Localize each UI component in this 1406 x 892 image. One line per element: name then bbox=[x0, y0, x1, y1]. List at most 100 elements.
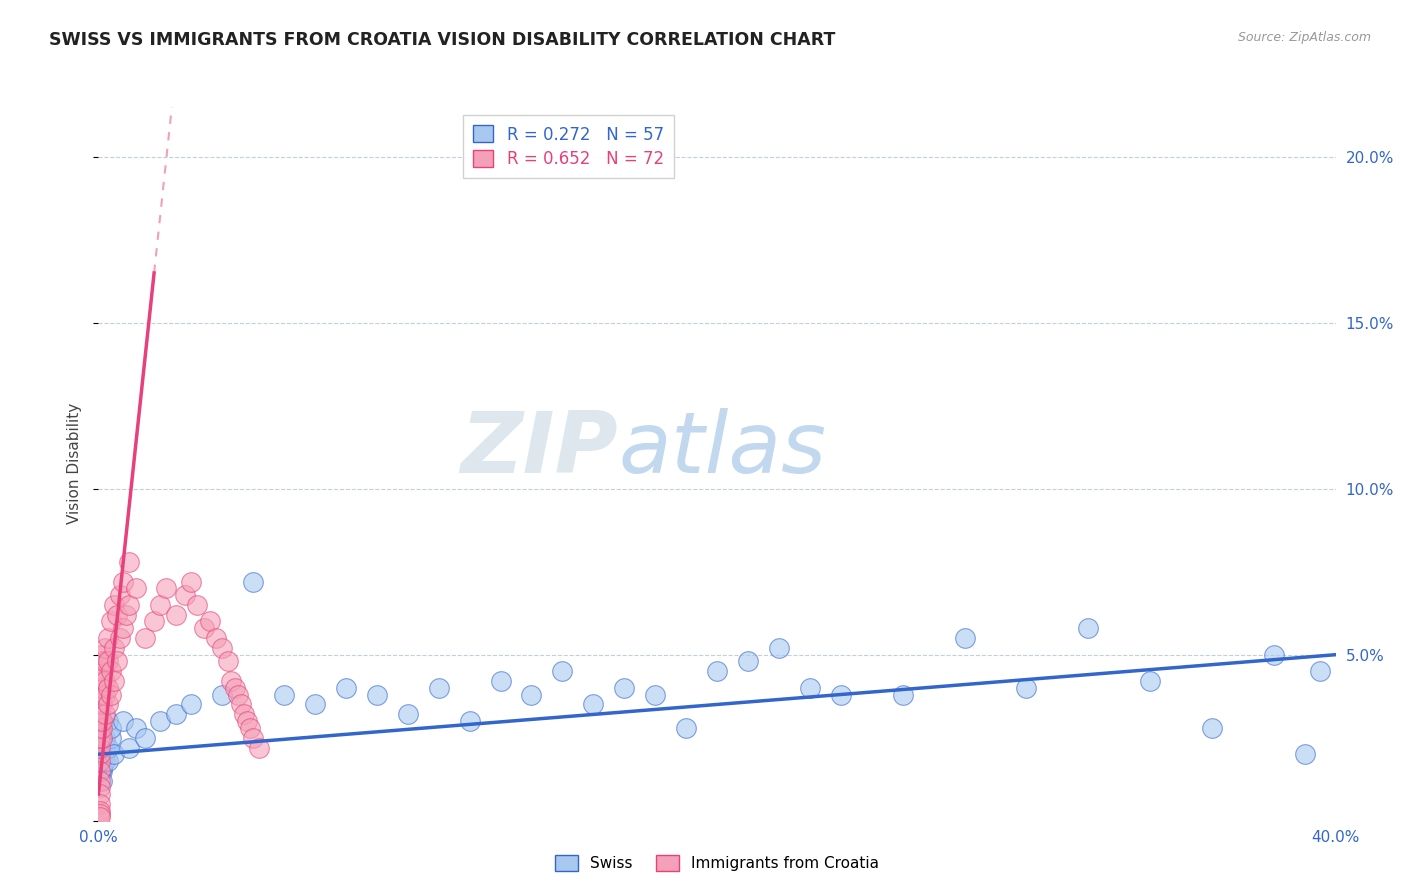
Point bbox=[1139, 674, 1161, 689]
Point bbox=[90, 754, 112, 768]
Point bbox=[89, 797, 111, 811]
Point bbox=[427, 681, 450, 695]
Point bbox=[89, 807, 111, 822]
Legend: Swiss, Immigrants from Croatia: Swiss, Immigrants from Croatia bbox=[550, 849, 884, 877]
Point bbox=[89, 740, 111, 755]
Point bbox=[551, 665, 574, 679]
Point bbox=[93, 674, 115, 689]
Point bbox=[706, 665, 728, 679]
Point bbox=[489, 674, 512, 689]
Point bbox=[93, 688, 115, 702]
Point bbox=[198, 615, 221, 629]
Point bbox=[155, 582, 177, 596]
Point bbox=[89, 780, 111, 795]
Point bbox=[90, 654, 112, 668]
Point bbox=[93, 654, 115, 668]
Point bbox=[90, 721, 112, 735]
Point bbox=[335, 681, 357, 695]
Point bbox=[93, 731, 115, 745]
Point bbox=[89, 810, 111, 824]
Text: SWISS VS IMMIGRANTS FROM CROATIA VISION DISABILITY CORRELATION CHART: SWISS VS IMMIGRANTS FROM CROATIA VISION … bbox=[49, 31, 835, 49]
Point bbox=[93, 707, 115, 722]
Point bbox=[97, 681, 120, 695]
Point bbox=[396, 707, 419, 722]
Point bbox=[100, 615, 122, 629]
Point bbox=[90, 714, 112, 728]
Point bbox=[149, 598, 172, 612]
Point bbox=[118, 555, 141, 569]
Point bbox=[89, 773, 111, 788]
Point bbox=[105, 607, 128, 622]
Point bbox=[90, 698, 112, 712]
Point bbox=[90, 773, 112, 788]
Point bbox=[221, 674, 243, 689]
Point bbox=[768, 641, 790, 656]
Point bbox=[520, 688, 543, 702]
Point bbox=[165, 707, 187, 722]
Point bbox=[193, 621, 215, 635]
Point bbox=[211, 641, 233, 656]
Point bbox=[103, 674, 125, 689]
Point bbox=[97, 714, 120, 728]
Point bbox=[273, 688, 295, 702]
Point bbox=[118, 740, 141, 755]
Point bbox=[115, 607, 138, 622]
Point bbox=[97, 740, 120, 755]
Point bbox=[105, 654, 128, 668]
Y-axis label: Vision Disability: Vision Disability bbox=[67, 403, 83, 524]
Point bbox=[247, 740, 270, 755]
Point bbox=[93, 740, 115, 755]
Point bbox=[90, 688, 112, 702]
Point bbox=[108, 588, 131, 602]
Point bbox=[118, 598, 141, 612]
Point bbox=[100, 688, 122, 702]
Point bbox=[90, 731, 112, 745]
Point bbox=[97, 631, 120, 645]
Point bbox=[103, 747, 125, 762]
Point bbox=[112, 714, 135, 728]
Point bbox=[124, 721, 146, 735]
Point bbox=[89, 764, 111, 778]
Point bbox=[224, 681, 246, 695]
Point bbox=[89, 754, 111, 768]
Point bbox=[134, 631, 156, 645]
Point bbox=[1263, 648, 1285, 662]
Point bbox=[180, 698, 202, 712]
Point bbox=[165, 607, 187, 622]
Point bbox=[830, 688, 852, 702]
Point bbox=[90, 731, 112, 745]
Point bbox=[90, 760, 112, 774]
Point bbox=[149, 714, 172, 728]
Point bbox=[1309, 665, 1331, 679]
Point bbox=[90, 747, 112, 762]
Point bbox=[100, 665, 122, 679]
Point bbox=[211, 688, 233, 702]
Point bbox=[90, 740, 112, 755]
Point bbox=[89, 714, 111, 728]
Point bbox=[90, 681, 112, 695]
Point bbox=[90, 674, 112, 689]
Point bbox=[1201, 721, 1223, 735]
Point bbox=[103, 598, 125, 612]
Point bbox=[186, 598, 208, 612]
Point bbox=[304, 698, 326, 712]
Point bbox=[143, 615, 166, 629]
Point bbox=[232, 707, 254, 722]
Text: atlas: atlas bbox=[619, 408, 827, 491]
Point bbox=[97, 654, 120, 668]
Point bbox=[89, 721, 111, 735]
Point bbox=[124, 582, 146, 596]
Point bbox=[174, 588, 197, 602]
Point bbox=[89, 747, 111, 762]
Point bbox=[97, 698, 120, 712]
Point bbox=[644, 688, 666, 702]
Point bbox=[89, 787, 111, 801]
Point bbox=[236, 714, 259, 728]
Point bbox=[89, 804, 111, 818]
Point bbox=[180, 574, 202, 589]
Point bbox=[891, 688, 914, 702]
Text: ZIP: ZIP bbox=[460, 408, 619, 491]
Point bbox=[366, 688, 388, 702]
Point bbox=[112, 621, 135, 635]
Point bbox=[1294, 747, 1316, 762]
